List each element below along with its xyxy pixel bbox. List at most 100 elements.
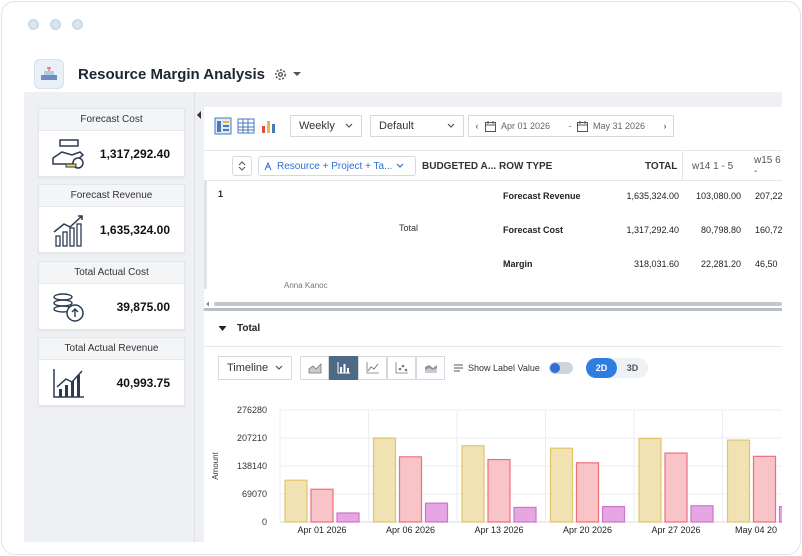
rising-chart-icon xyxy=(49,364,89,402)
calendar-icon xyxy=(485,120,496,132)
calendar-icon xyxy=(577,120,588,132)
row-type-cell: Margin xyxy=(503,259,533,269)
col-total[interactable]: TOTAL xyxy=(645,160,678,172)
gear-icon[interactable] xyxy=(273,67,288,82)
window-dot-icon[interactable] xyxy=(28,19,39,30)
chevron-down-icon xyxy=(447,123,455,128)
pivot-view-icon[interactable] xyxy=(213,115,233,137)
bar-chart: Amount 276280 207210 138140 69070 0 Apr 01 202… xyxy=(204,390,800,535)
period-select-value: Weekly xyxy=(299,120,335,132)
col-row-type[interactable]: ROW TYPE xyxy=(499,160,553,172)
kpi-card-forecast-revenue: Forecast Revenue 1,635,324.00 xyxy=(38,184,185,253)
bar xyxy=(461,445,485,523)
chevron-right-icon[interactable]: › xyxy=(663,121,667,131)
kpi-title: Total Actual Revenue xyxy=(39,338,184,360)
window-controls xyxy=(28,19,83,30)
show-label-toggle[interactable]: Show Label Value xyxy=(454,356,573,380)
table-view-icon[interactable] xyxy=(236,115,256,137)
chart-toolbar: Timeline xyxy=(218,356,778,380)
bar xyxy=(664,452,688,523)
bar xyxy=(752,455,777,523)
x-tick-label: Apr 01 2026 xyxy=(297,525,346,535)
dim-3d-option[interactable]: 3D xyxy=(626,363,639,373)
section-title: Total xyxy=(237,323,261,334)
chevron-down-icon xyxy=(275,365,283,370)
sort-toggle-icon[interactable] xyxy=(232,156,252,176)
caret-down-icon xyxy=(218,326,227,331)
kpi-card-total-actual-revenue: Total Actual Revenue 40,993.75 xyxy=(38,337,185,406)
content-area: Forecast Cost 1,317,292.40 Forecast Reve… xyxy=(24,92,800,542)
bar xyxy=(549,447,574,523)
bar xyxy=(310,488,334,523)
total-cell: 318,031.60 xyxy=(633,259,679,269)
y-tick-label: 69070 xyxy=(242,489,267,499)
chevron-down-icon[interactable] xyxy=(292,70,302,78)
coins-stack-icon xyxy=(49,288,89,326)
chevron-down-icon xyxy=(397,163,404,168)
x-tick-label: Apr 06 2026 xyxy=(386,525,435,535)
section-divider[interactable] xyxy=(204,308,782,311)
date-range-picker[interactable]: ‹ Apr 01 2026 - May 31 2026 › xyxy=(468,115,674,137)
w14-cell: 103,080.00 xyxy=(695,191,741,201)
kpi-value: 39,875.00 xyxy=(116,299,170,314)
kpi-title: Total Actual Cost xyxy=(39,262,184,284)
chart-mode-select[interactable]: Timeline xyxy=(218,356,292,380)
window-dot-icon[interactable] xyxy=(72,19,83,30)
total-cell: 1,635,324.00 xyxy=(626,191,679,201)
show-label-text: Show Label Value xyxy=(468,363,540,373)
bar xyxy=(336,512,360,523)
y-tick-label: 138140 xyxy=(237,461,267,471)
w14-cell: 22,281.20 xyxy=(700,259,741,269)
bar xyxy=(726,439,751,523)
kpi-title: Forecast Revenue xyxy=(39,185,184,207)
scatter-chart-icon[interactable] xyxy=(387,356,416,380)
y-tick-label: 0 xyxy=(262,517,267,527)
col-w14[interactable]: w14 1 - 5 xyxy=(692,160,734,172)
col-budgeted[interactable]: BUDGETED A... xyxy=(422,160,497,172)
chart-view-icon[interactable] xyxy=(259,115,279,137)
kpi-value: 1,635,324.00 xyxy=(99,222,170,237)
bar xyxy=(487,458,511,523)
col-w15[interactable]: w15 6 - xyxy=(754,155,781,177)
section-header[interactable]: Total xyxy=(204,311,782,347)
date-from-value: Apr 01 2026 xyxy=(501,121,551,131)
bar xyxy=(601,505,626,523)
grid-header: Resource + Project + Ta... BUDGETED A...… xyxy=(204,151,782,181)
x-tick-label: Apr 27 2026 xyxy=(651,525,700,535)
w15-cell: 207,22 xyxy=(755,191,782,201)
switch-knob xyxy=(549,363,560,373)
row-type-cell: Forecast Revenue xyxy=(503,191,581,201)
date-from-field[interactable]: Apr 01 2026 xyxy=(485,120,563,132)
chevron-down-icon xyxy=(345,123,353,128)
kpi-card-total-actual-cost: Total Actual Cost 39,875.00 xyxy=(38,261,185,330)
report-icon xyxy=(34,59,64,89)
line-chart-icon[interactable] xyxy=(358,356,387,380)
area-chart-icon[interactable] xyxy=(300,356,329,380)
label-switch[interactable] xyxy=(548,362,573,374)
y-tick-label: 207210 xyxy=(237,433,267,443)
kpi-value: 40,993.75 xyxy=(116,375,170,390)
main-panel: Weekly Default ‹ Apr 01 2026 - xyxy=(204,107,800,542)
collapse-left-icon[interactable] xyxy=(196,106,202,124)
growth-chart-hand-icon xyxy=(49,211,89,249)
stacked-chart-icon[interactable] xyxy=(416,356,445,380)
date-to-value: May 31 2026 xyxy=(593,121,646,131)
dimension-toggle[interactable]: 2D 3D xyxy=(586,358,648,378)
layout-select[interactable]: Default xyxy=(370,115,464,137)
row-number: 1 xyxy=(218,189,224,199)
panel-divider xyxy=(194,92,195,542)
bar xyxy=(372,437,397,523)
group-by-selector[interactable]: Resource + Project + Ta... xyxy=(258,156,416,176)
dim-2d-option[interactable]: 2D xyxy=(586,358,617,378)
date-to-field[interactable]: May 31 2026 xyxy=(577,120,657,132)
y-tick-label: 276280 xyxy=(237,405,267,415)
chevron-left-icon[interactable]: ‹ xyxy=(475,121,479,131)
window-dot-icon[interactable] xyxy=(50,19,61,30)
horizontal-scrollbar[interactable] xyxy=(204,295,782,307)
group-total-label: Total xyxy=(399,223,419,233)
bar-chart-icon[interactable] xyxy=(329,356,358,380)
bar xyxy=(398,456,423,523)
page-title: Resource Margin Analysis xyxy=(78,65,266,83)
period-select[interactable]: Weekly xyxy=(290,115,362,137)
w14-cell: 80,798.80 xyxy=(700,225,741,235)
